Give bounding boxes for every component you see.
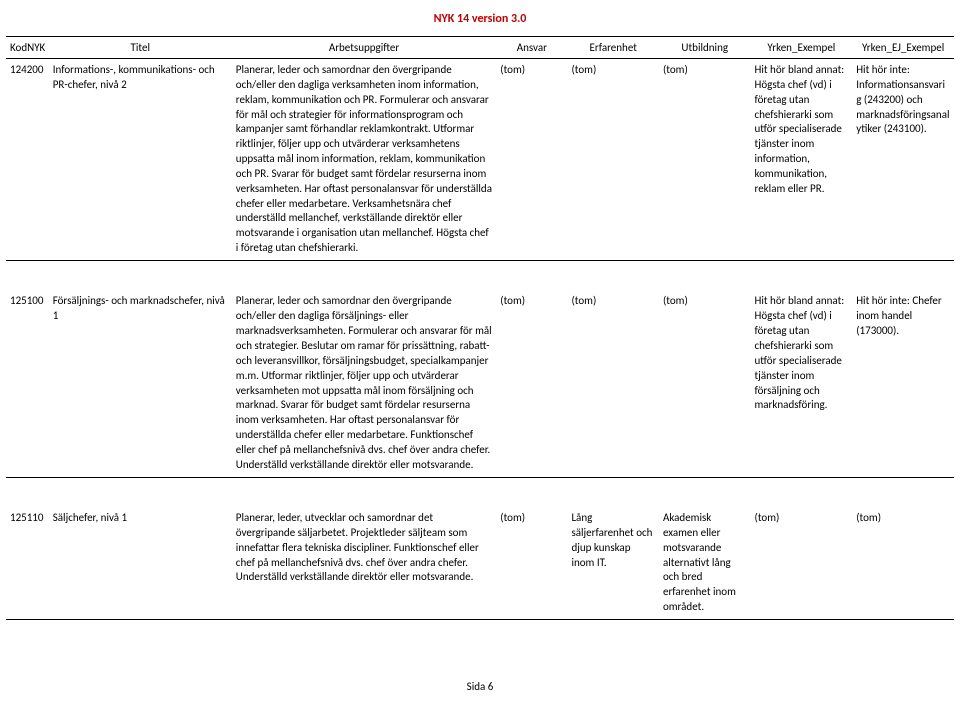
col-header-ansvar: Ansvar bbox=[496, 37, 567, 59]
cell-yejex: (tom) bbox=[852, 507, 954, 619]
col-header-utb: Utbildning bbox=[659, 37, 751, 59]
cell-utb: (tom) bbox=[659, 290, 751, 477]
page: NYK 14 version 3.0 KodNYK Titel Arbetsup… bbox=[0, 0, 960, 701]
cell-utb: Akademisk examen eller motsvarande alter… bbox=[659, 507, 751, 619]
cell-arb: Planerar, leder och samordnar den övergr… bbox=[232, 290, 496, 477]
col-header-kod: KodNYK bbox=[6, 37, 49, 59]
cell-ansvar: (tom) bbox=[496, 507, 567, 619]
cell-yejex: Hit hör inte: Informationsansvarig (2432… bbox=[852, 59, 954, 261]
cell-titel: Informations-, kommunikations- och PR-ch… bbox=[49, 59, 232, 261]
cell-titel: Säljchefer, nivå 1 bbox=[49, 507, 232, 619]
cell-kod: 124200 bbox=[6, 59, 49, 261]
page-footer: Sida 6 bbox=[0, 680, 960, 693]
cell-yex: Hit hör bland annat: Högsta chef (vd) i … bbox=[751, 59, 853, 261]
cell-erf: Lång säljerfarenhet och djup kunskap ino… bbox=[567, 507, 659, 619]
table-row: 125100 Försäljnings- och marknadschefer,… bbox=[6, 290, 954, 477]
cell-yex: Hit hör bland annat: Högsta chef (vd) i … bbox=[751, 290, 853, 477]
cell-arb: Planerar, leder, utvecklar och samordnar… bbox=[232, 507, 496, 619]
col-header-yejex: Yrken_EJ_Exempel bbox=[852, 37, 954, 59]
col-header-titel: Titel bbox=[49, 37, 232, 59]
row-spacer bbox=[6, 477, 954, 507]
row-spacer bbox=[6, 260, 954, 290]
col-header-arb: Arbetsuppgifter bbox=[232, 37, 496, 59]
cell-erf: (tom) bbox=[567, 290, 659, 477]
table-row: 124200 Informations-, kommunikations- oc… bbox=[6, 59, 954, 261]
data-table: KodNYK Titel Arbetsuppgifter Ansvar Erfa… bbox=[6, 36, 954, 620]
cell-kod: 125100 bbox=[6, 290, 49, 477]
cell-arb: Planerar, leder och samordnar den övergr… bbox=[232, 59, 496, 261]
table-row: 125110 Säljchefer, nivå 1 Planerar, lede… bbox=[6, 507, 954, 619]
document-title: NYK 14 version 3.0 bbox=[6, 12, 954, 26]
cell-erf: (tom) bbox=[567, 59, 659, 261]
cell-ansvar: (tom) bbox=[496, 290, 567, 477]
col-header-yex: Yrken_Exempel bbox=[751, 37, 853, 59]
cell-kod: 125110 bbox=[6, 507, 49, 619]
cell-yex: (tom) bbox=[751, 507, 853, 619]
col-header-erf: Erfarenhet bbox=[567, 37, 659, 59]
cell-ansvar: (tom) bbox=[496, 59, 567, 261]
cell-titel: Försäljnings- och marknadschefer, nivå 1 bbox=[49, 290, 232, 477]
table-header-row: KodNYK Titel Arbetsuppgifter Ansvar Erfa… bbox=[6, 37, 954, 59]
cell-utb: (tom) bbox=[659, 59, 751, 261]
cell-yejex: Hit hör inte: Chefer inom handel (173000… bbox=[852, 290, 954, 477]
